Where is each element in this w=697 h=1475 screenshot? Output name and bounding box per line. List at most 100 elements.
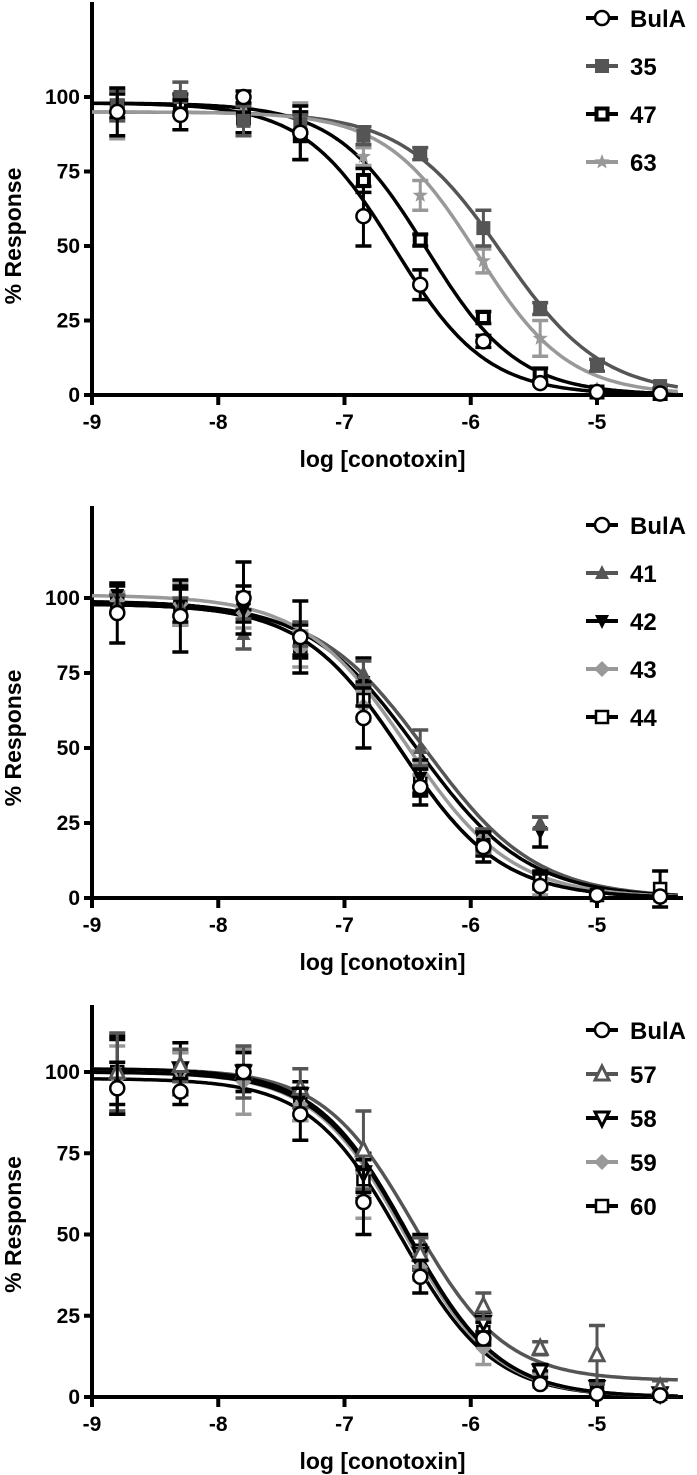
series-47 <box>109 92 668 402</box>
legend-item-43: 43 <box>586 657 657 684</box>
legend-marker-icon <box>595 565 609 579</box>
data-point <box>531 1375 549 1393</box>
data-point <box>412 187 428 202</box>
data-point <box>292 628 309 646</box>
data-point <box>356 128 371 143</box>
legend-item-BulA: BulA <box>586 513 686 540</box>
legend-item-BulA: BulA <box>586 6 686 33</box>
data-point <box>473 1294 493 1314</box>
y-tick-label: 75 <box>57 662 81 685</box>
legend: BulA 41 42 43 44 <box>586 513 686 732</box>
data-point <box>355 709 372 727</box>
y-tick-label: 75 <box>57 1142 81 1165</box>
y-tick-label: 25 <box>57 1305 81 1328</box>
series-58 <box>107 1034 670 1406</box>
data-point <box>355 172 371 188</box>
legend-item-41: 41 <box>586 561 657 588</box>
x-tick-label: -6 <box>461 411 480 434</box>
x-tick-label: -5 <box>588 411 607 434</box>
data-point <box>236 113 251 128</box>
data-point <box>531 374 549 392</box>
data-point <box>235 1063 252 1081</box>
legend-item-47: 47 <box>586 102 657 129</box>
legend-marker-icon <box>592 1062 612 1082</box>
legend-label: 35 <box>630 54 657 81</box>
series-59 <box>109 1044 669 1402</box>
y-tick-label: 25 <box>57 812 81 835</box>
legend-item-42: 42 <box>586 609 657 636</box>
data-point <box>651 888 669 905</box>
legend-marker-icon <box>594 1198 610 1214</box>
series-41 <box>109 593 668 903</box>
data-point <box>530 1336 550 1356</box>
legend-label: 42 <box>630 609 657 636</box>
y-tick-label: 50 <box>57 1224 80 1247</box>
y-tick-label: 50 <box>57 235 80 258</box>
fit-curve-60 <box>92 1070 678 1398</box>
legend-marker-icon <box>595 59 609 73</box>
x-tick-label: -9 <box>83 411 102 434</box>
data-point <box>530 1363 550 1383</box>
fit-curve-59 <box>91 1070 678 1398</box>
legend-label: 60 <box>630 1194 657 1221</box>
data-point <box>475 252 491 268</box>
data-point <box>170 1054 190 1073</box>
data-point <box>412 232 428 248</box>
x-tick-label: -8 <box>209 914 228 937</box>
data-point <box>588 383 606 401</box>
legend-label: 41 <box>630 561 657 588</box>
fit-curve-57 <box>92 1067 678 1382</box>
legend-label: BulA <box>630 6 686 33</box>
legend-item-BulA: BulA <box>586 1018 686 1045</box>
y-tick-label: 100 <box>45 1061 80 1084</box>
y-tick-label: 50 <box>57 737 80 760</box>
x-axis-title: log [conotoxin] <box>299 949 465 975</box>
data-point <box>533 301 548 316</box>
legend-item-63: 63 <box>586 150 657 177</box>
series-BulA <box>109 86 669 402</box>
data-point <box>533 815 548 829</box>
x-tick-label: -9 <box>83 914 102 937</box>
data-point <box>356 665 371 679</box>
data-point <box>531 877 549 895</box>
chart-panel-middle: 0 25 50 75 100 -9 -8 -7 -6 -5 log [conotoxin] % Res… <box>0 506 686 975</box>
data-point <box>109 604 126 622</box>
data-point <box>355 207 372 225</box>
legend-label: BulA <box>630 513 686 540</box>
y-tick-label: 0 <box>68 887 80 910</box>
series-44 <box>109 584 669 909</box>
data-point <box>355 1193 372 1211</box>
data-point <box>475 838 492 856</box>
data-point <box>172 106 189 124</box>
data-point <box>532 330 548 345</box>
legend: BulA 35 47 63 <box>586 6 686 177</box>
y-tick-label: 0 <box>68 384 80 407</box>
data-point <box>292 1106 309 1123</box>
legend-marker-icon <box>594 154 610 169</box>
fit-curve-35 <box>92 110 679 389</box>
x-axis-title: log [conotoxin] <box>299 1448 465 1474</box>
fit-curve-47 <box>92 101 678 396</box>
data-point <box>292 124 309 142</box>
x-tick-label: -7 <box>335 411 354 434</box>
data-point <box>590 358 604 373</box>
series-43 <box>109 581 669 905</box>
legend-marker-icon <box>595 615 609 629</box>
chart-panel-top: 0 25 50 75 100 -9 -8 -7 -6 -5 log [conotoxin] % Res… <box>0 2 686 472</box>
data-point <box>355 148 371 164</box>
data-point <box>651 1387 669 1404</box>
series-60 <box>109 1037 668 1401</box>
legend-marker-icon <box>594 1154 610 1170</box>
y-tick-label: 100 <box>45 86 80 109</box>
fit-curve-43 <box>91 593 678 899</box>
legend-item-60: 60 <box>586 1194 657 1221</box>
x-tick-label: -6 <box>461 914 480 937</box>
y-tick-label: 75 <box>57 161 81 184</box>
x-tick-label: -7 <box>335 914 354 937</box>
series-BulA <box>109 560 669 905</box>
data-point <box>172 1083 189 1100</box>
legend-marker-icon <box>594 106 610 122</box>
fit-curve-42 <box>92 600 678 898</box>
data-point <box>412 1268 429 1285</box>
